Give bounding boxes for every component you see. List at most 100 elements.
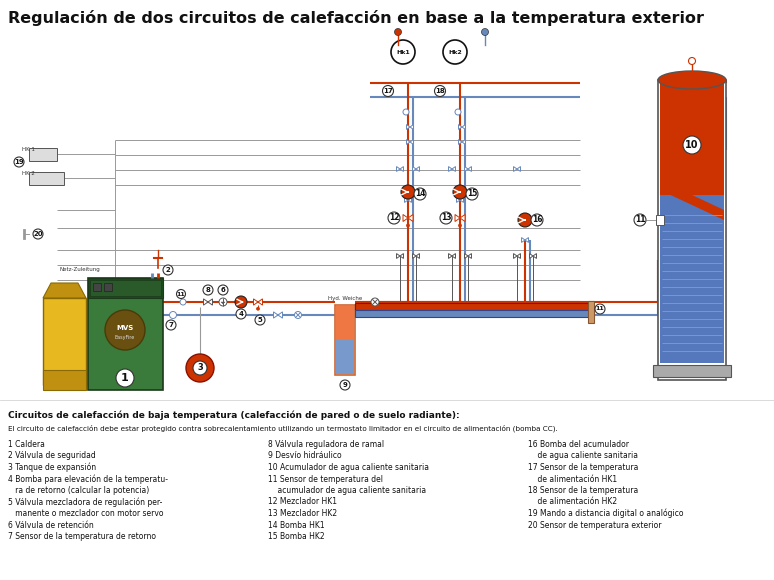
Polygon shape [464, 166, 468, 172]
Text: 14 Bomba HK1: 14 Bomba HK1 [268, 520, 324, 530]
Polygon shape [254, 299, 258, 305]
Circle shape [255, 315, 265, 325]
Text: MVS: MVS [116, 325, 134, 331]
Circle shape [466, 188, 478, 200]
Circle shape [481, 28, 488, 35]
Polygon shape [462, 125, 465, 129]
Polygon shape [660, 180, 724, 220]
Polygon shape [396, 253, 400, 259]
Polygon shape [413, 166, 416, 172]
Text: de agua caliente sanitaria: de agua caliente sanitaria [528, 451, 638, 461]
Circle shape [453, 185, 467, 199]
Circle shape [14, 157, 24, 167]
Bar [660, 195, 724, 363]
Text: 13 Mezclador HK2: 13 Mezclador HK2 [268, 509, 337, 518]
Polygon shape [273, 312, 278, 318]
Circle shape [403, 109, 409, 115]
Polygon shape [406, 140, 410, 144]
Text: 3: 3 [197, 364, 203, 372]
Text: 11: 11 [176, 292, 186, 296]
Polygon shape [525, 238, 529, 242]
Circle shape [203, 285, 213, 295]
Bar [355, 303, 590, 310]
Polygon shape [464, 253, 468, 259]
Polygon shape [405, 198, 408, 202]
Bar [43, 370, 86, 390]
Polygon shape [403, 215, 408, 222]
Circle shape [531, 214, 543, 226]
Circle shape [163, 265, 173, 275]
Polygon shape [457, 198, 460, 202]
Bar [658, 80, 726, 380]
Text: 18 Sensor de la temperatura: 18 Sensor de la temperatura [528, 486, 639, 495]
Circle shape [33, 229, 43, 239]
Text: 19: 19 [14, 159, 24, 165]
Text: Netz-Zuleitung: Netz-Zuleitung [60, 267, 101, 273]
Circle shape [236, 309, 246, 319]
Polygon shape [221, 302, 225, 304]
Text: 17: 17 [383, 88, 393, 94]
Polygon shape [513, 166, 517, 172]
Text: 12 Mezclador HK1: 12 Mezclador HK1 [268, 498, 337, 506]
Circle shape [683, 136, 701, 154]
Text: ra de retorno (calcular la potencia): ra de retorno (calcular la potencia) [8, 486, 149, 495]
Bar [653, 365, 731, 377]
Text: Regulación de dos circuitos de calefacción en base a la temperatura exterior: Regulación de dos circuitos de calefacci… [8, 10, 704, 26]
Polygon shape [462, 140, 465, 144]
Text: 18: 18 [435, 88, 445, 94]
Text: 19 Mando a distancia digital o analógico: 19 Mando a distancia digital o analógico [528, 509, 683, 519]
Ellipse shape [658, 71, 726, 89]
Bar [660, 83, 724, 195]
Circle shape [218, 285, 228, 295]
Circle shape [176, 289, 186, 299]
Text: 2: 2 [166, 267, 170, 273]
Text: 7 Sensor de la temperatura de retorno: 7 Sensor de la temperatura de retorno [8, 532, 156, 541]
Text: 8: 8 [206, 287, 211, 293]
Circle shape [414, 188, 426, 200]
Bar [88, 278, 163, 390]
Polygon shape [522, 238, 525, 242]
Circle shape [382, 85, 393, 96]
Text: 10 Acumulador de agua caliente sanitaria: 10 Acumulador de agua caliente sanitaria [268, 463, 429, 472]
Polygon shape [413, 253, 416, 259]
Text: Hyd. Weiche: Hyd. Weiche [328, 296, 362, 301]
Polygon shape [258, 299, 262, 305]
Circle shape [689, 57, 696, 64]
Polygon shape [408, 198, 412, 202]
Polygon shape [460, 198, 464, 202]
Polygon shape [458, 125, 462, 129]
Circle shape [193, 361, 207, 375]
Polygon shape [43, 298, 86, 385]
Bar [656, 215, 664, 225]
Text: de alimentación HK2: de alimentación HK2 [528, 498, 617, 506]
Text: 16: 16 [532, 216, 543, 224]
Circle shape [595, 304, 605, 314]
Text: HK 1: HK 1 [22, 147, 35, 152]
Circle shape [455, 109, 461, 115]
Circle shape [458, 224, 461, 227]
Polygon shape [406, 125, 410, 129]
Circle shape [186, 354, 214, 382]
Text: 20 Sensor de temperatura exterior: 20 Sensor de temperatura exterior [528, 520, 662, 530]
Text: 2 Válvula de seguridad: 2 Válvula de seguridad [8, 451, 96, 461]
Bar [104, 283, 112, 291]
Text: 7: 7 [169, 322, 173, 328]
Circle shape [391, 40, 415, 64]
Text: 8 Válvula reguladora de ramal: 8 Válvula reguladora de ramal [268, 440, 384, 449]
Text: 9 Desvío hidráulico: 9 Desvío hidráulico [268, 451, 341, 461]
Text: de alimentación HK1: de alimentación HK1 [528, 474, 617, 484]
Text: 6 Válvula de retención: 6 Válvula de retención [8, 520, 94, 530]
Bar [93, 283, 101, 291]
Polygon shape [208, 299, 213, 305]
Polygon shape [460, 215, 465, 222]
Circle shape [406, 224, 409, 227]
Text: 5: 5 [258, 317, 262, 323]
Polygon shape [408, 215, 413, 222]
Bar [355, 310, 590, 317]
Text: 20: 20 [33, 231, 43, 237]
Circle shape [116, 369, 134, 387]
Circle shape [294, 311, 302, 318]
Polygon shape [455, 215, 460, 222]
Text: 10: 10 [685, 140, 699, 150]
Text: manente o mezclador con motor servo: manente o mezclador con motor servo [8, 509, 163, 518]
